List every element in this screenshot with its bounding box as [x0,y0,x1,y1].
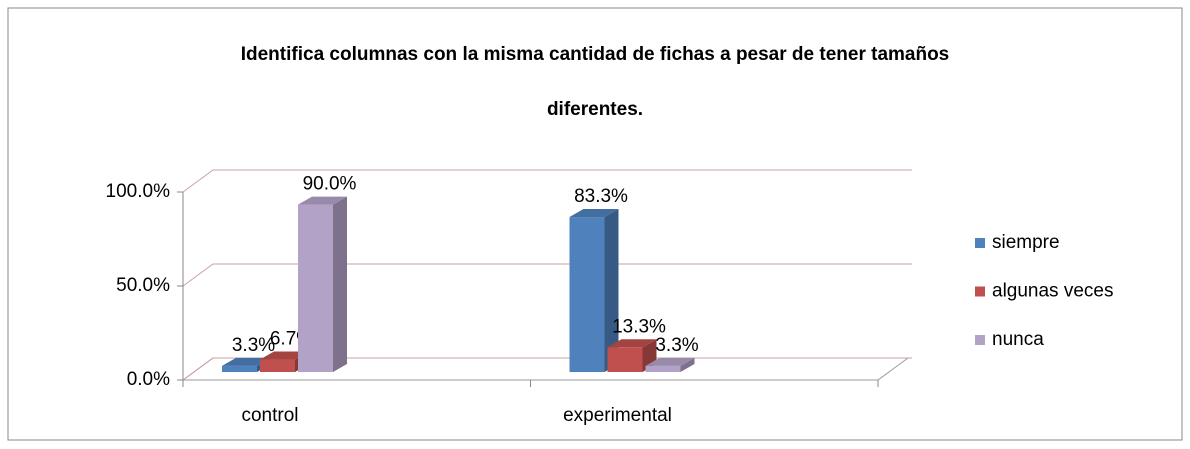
legend-swatch [975,286,985,297]
bar [569,217,605,372]
value-label: 3.3% [655,335,698,356]
bar-top [645,357,695,366]
legend-label: nunca [992,329,1044,350]
bar-top [607,339,657,348]
value-label: 90.0% [303,174,357,195]
bar-side [333,196,347,372]
chart-title: Identifica columnas con la misma cantida… [241,44,950,65]
bar [607,347,643,372]
bar-top [298,196,347,205]
legend-swatch [975,238,985,248]
bar-top [222,357,271,366]
bar-side [604,209,619,372]
bar [645,365,681,372]
bar-top [569,209,619,218]
legend-label: algunas veces [992,281,1113,302]
bar [222,365,257,372]
bar [260,359,295,372]
bar-top [260,351,309,360]
legend-label: siempre [992,232,1060,253]
y-tick-label: 50.0% [116,275,170,296]
grid-line [182,169,912,193]
y-tick-label: 0.0% [127,369,170,390]
x-tick-label: control [241,405,298,426]
bar-side [680,357,695,372]
grid-line [182,263,912,287]
chart-title: diferentes. [547,99,643,120]
value-label: 13.3% [612,316,666,337]
value-label: 83.3% [574,186,628,207]
value-label: 3.3% [232,335,275,356]
legend-swatch [975,335,985,345]
bar [298,204,333,372]
y-tick-label: 100.0% [106,181,171,202]
x-tick-label: experimental [563,405,672,426]
